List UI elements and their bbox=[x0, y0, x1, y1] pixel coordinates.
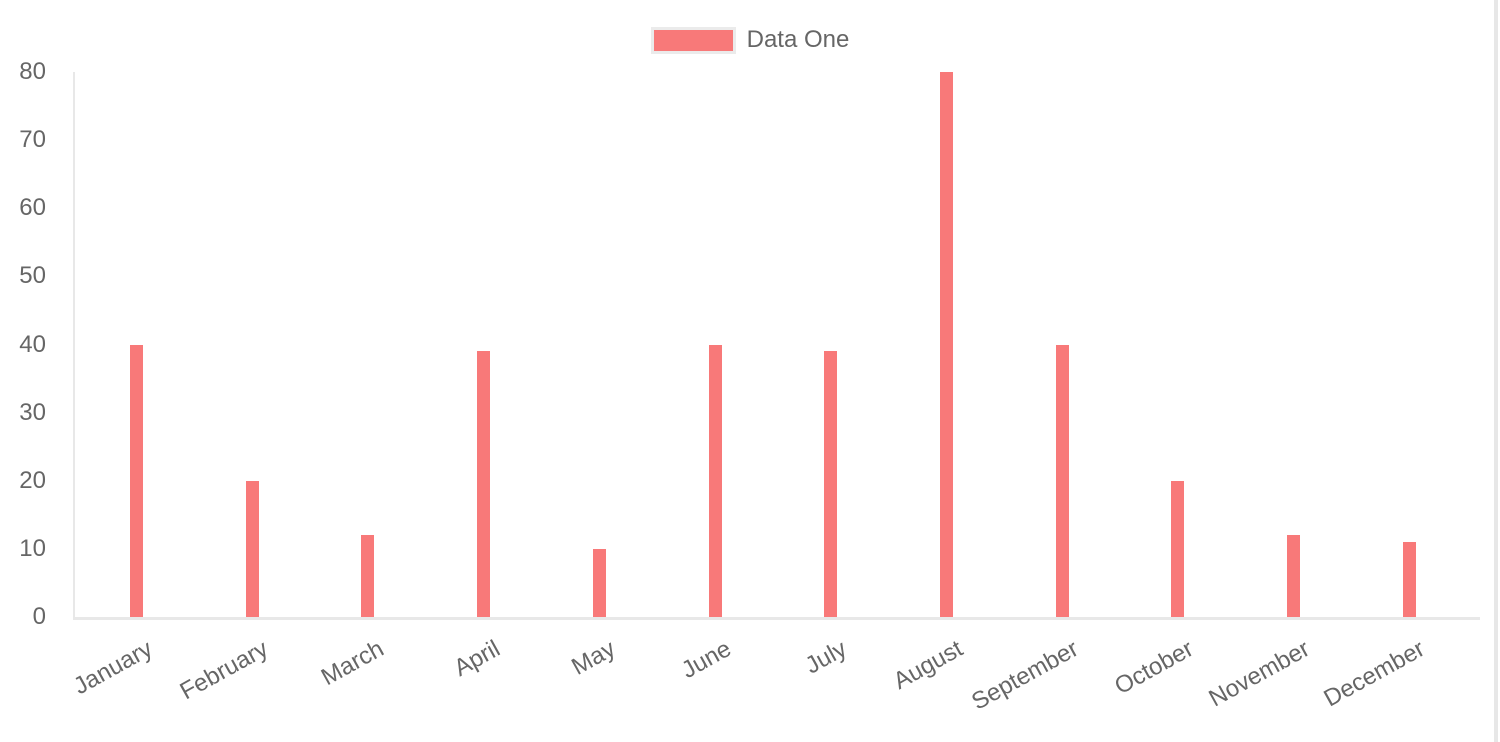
y-tick-label: 20 bbox=[19, 466, 46, 494]
x-axis-label: November bbox=[1204, 635, 1315, 713]
y-tick-label: 0 bbox=[32, 603, 46, 630]
y-tick-label: 30 bbox=[19, 398, 46, 426]
y-tick-label: 60 bbox=[19, 194, 46, 222]
legend-label: Data One bbox=[746, 26, 850, 53]
x-axis-label: March bbox=[317, 635, 389, 692]
bar-may[interactable] bbox=[592, 548, 606, 617]
x-axis-label: April bbox=[449, 635, 505, 683]
chart-legend[interactable]: Data One bbox=[0, 26, 1500, 54]
bar-october[interactable] bbox=[1171, 480, 1185, 617]
x-axis-label: January bbox=[69, 635, 158, 701]
bar-september[interactable] bbox=[1055, 344, 1069, 617]
x-axis-label: June bbox=[676, 635, 736, 684]
bar-november[interactable] bbox=[1287, 535, 1300, 617]
bar-july[interactable] bbox=[824, 351, 838, 617]
x-axis-label: October bbox=[1110, 635, 1199, 701]
bar-june[interactable] bbox=[708, 344, 722, 617]
bar-march[interactable] bbox=[361, 535, 375, 617]
x-axis-label: February bbox=[175, 635, 273, 706]
bar-december[interactable] bbox=[1402, 542, 1416, 617]
x-axis-label: July bbox=[800, 635, 852, 680]
bar-january[interactable] bbox=[130, 344, 143, 617]
y-tick-label: 10 bbox=[19, 534, 46, 562]
scrollbar[interactable] bbox=[1494, 0, 1498, 742]
y-tick-label: 70 bbox=[19, 126, 46, 154]
x-axis-label: September bbox=[966, 635, 1083, 716]
bar-february[interactable] bbox=[245, 480, 259, 617]
y-tick-label: 40 bbox=[19, 330, 46, 358]
y-tick-label: 50 bbox=[19, 262, 46, 290]
legend-swatch bbox=[650, 26, 736, 54]
x-axis-label: May bbox=[567, 635, 620, 681]
bar-august[interactable] bbox=[939, 72, 953, 617]
y-axis-line bbox=[73, 72, 75, 617]
bar-april[interactable] bbox=[477, 351, 491, 617]
x-axis-label: December bbox=[1319, 635, 1430, 713]
x-axis-line bbox=[73, 617, 1480, 620]
y-tick-label: 80 bbox=[19, 58, 46, 85]
x-axis-label: August bbox=[888, 635, 968, 695]
